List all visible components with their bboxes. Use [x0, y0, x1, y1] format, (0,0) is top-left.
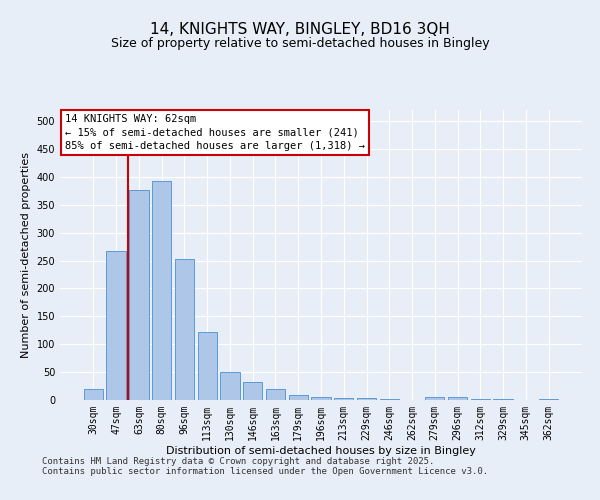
Bar — [289, 395, 308, 400]
Bar — [197, 332, 217, 400]
Bar — [129, 190, 149, 400]
Bar — [152, 181, 172, 400]
Text: 14, KNIGHTS WAY, BINGLEY, BD16 3QH: 14, KNIGHTS WAY, BINGLEY, BD16 3QH — [150, 22, 450, 38]
Bar — [175, 259, 194, 400]
Bar — [311, 397, 331, 400]
Bar — [220, 372, 239, 400]
Bar — [425, 397, 445, 400]
Bar — [380, 399, 399, 400]
Bar — [539, 399, 558, 400]
Bar — [448, 397, 467, 400]
Y-axis label: Number of semi-detached properties: Number of semi-detached properties — [21, 152, 31, 358]
Text: 14 KNIGHTS WAY: 62sqm
← 15% of semi-detached houses are smaller (241)
85% of sem: 14 KNIGHTS WAY: 62sqm ← 15% of semi-deta… — [65, 114, 365, 151]
Text: Contains HM Land Registry data © Crown copyright and database right 2025.: Contains HM Land Registry data © Crown c… — [42, 458, 434, 466]
Text: Contains public sector information licensed under the Open Government Licence v3: Contains public sector information licen… — [42, 468, 488, 476]
Bar — [334, 398, 353, 400]
Bar — [266, 389, 285, 400]
Bar — [106, 250, 126, 400]
Bar — [470, 399, 490, 400]
Bar — [243, 382, 262, 400]
Bar — [84, 389, 103, 400]
Bar — [357, 398, 376, 400]
Text: Size of property relative to semi-detached houses in Bingley: Size of property relative to semi-detach… — [110, 38, 490, 51]
X-axis label: Distribution of semi-detached houses by size in Bingley: Distribution of semi-detached houses by … — [166, 446, 476, 456]
